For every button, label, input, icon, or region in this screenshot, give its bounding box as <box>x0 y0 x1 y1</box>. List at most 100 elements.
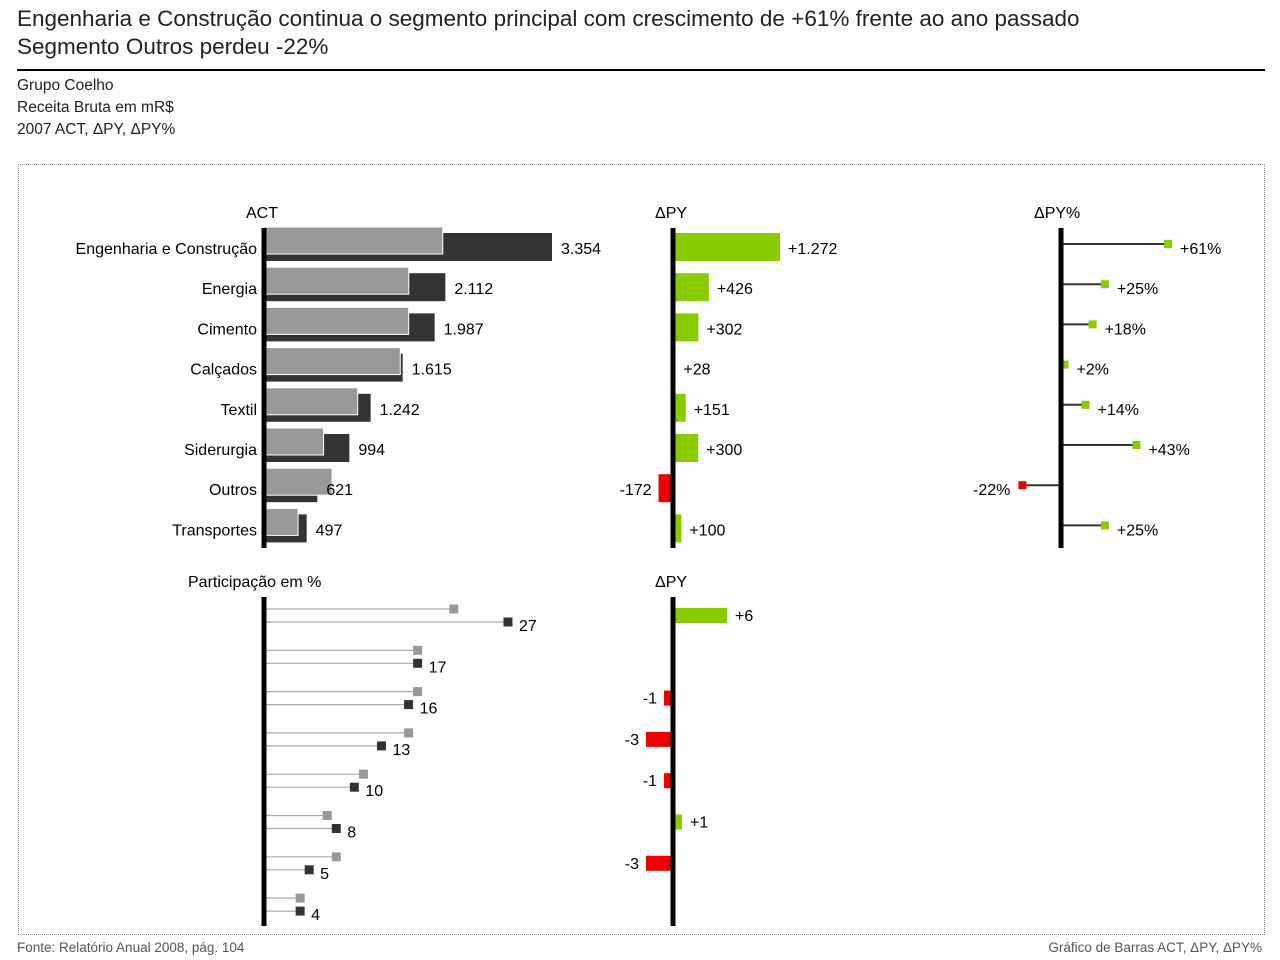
act-value-label: 497 <box>316 522 343 539</box>
act-value-label: 1.987 <box>444 321 484 338</box>
share-delta-value-label: -1 <box>643 773 657 790</box>
category-label: Siderurgia <box>184 442 257 459</box>
delta-bar <box>673 273 709 302</box>
share-value-label: 17 <box>429 659 447 676</box>
py-bar <box>263 306 410 335</box>
share-act-marker <box>349 782 359 792</box>
category-label: Engenharia e Construção <box>76 241 258 258</box>
category-label: Energia <box>202 281 257 298</box>
delta-pct-value-label: +61% <box>1180 241 1221 258</box>
scenario-label: 2007 ACT, ΔPY, ΔPY% <box>17 121 176 138</box>
delta-value-label: +151 <box>694 402 730 419</box>
share-py-marker <box>295 893 305 903</box>
delta-panel-title: ΔPY <box>655 205 687 222</box>
delta-bar <box>673 393 686 422</box>
delta-pct-panel-title: ΔPY% <box>1034 205 1080 222</box>
share-act-marker <box>331 824 341 833</box>
delta-bar <box>658 474 673 503</box>
delta-pct-marker <box>1100 521 1109 530</box>
category-label: Cimento <box>197 321 257 338</box>
delta-bar <box>673 434 699 462</box>
share-value-label: 16 <box>420 701 438 718</box>
category-label: Calçados <box>190 362 257 379</box>
py-bar <box>263 427 325 456</box>
chart-frame <box>18 164 1265 935</box>
delta-pct-marker <box>1018 481 1027 490</box>
delta-pct-marker <box>1060 360 1069 369</box>
delta-pct-value-label: +18% <box>1105 321 1146 338</box>
py-bar <box>263 266 410 295</box>
share-value-label: 5 <box>320 866 329 883</box>
share-act-marker <box>503 617 513 627</box>
act-value-label: 3.354 <box>561 241 601 258</box>
share-act-marker <box>295 906 305 916</box>
share-delta-bar <box>673 608 727 623</box>
act-value-label: 621 <box>326 482 353 499</box>
share-delta-bar <box>646 855 673 871</box>
delta-bar <box>673 233 780 261</box>
share-py-marker <box>413 645 423 655</box>
footer-source: Fonte: Relatório Anual 2008, pág. 104 <box>17 940 245 955</box>
delta-bar <box>673 313 699 342</box>
footer-chart-kind: Gráfico de Barras ACT, ΔPY, ΔPY% <box>1048 940 1262 955</box>
delta-pct-marker <box>1132 441 1141 449</box>
act-value-label: 1.615 <box>412 362 452 379</box>
share-delta-value-label: -3 <box>625 732 639 749</box>
delta-value-label: +1.272 <box>788 241 837 258</box>
share-value-label: 4 <box>311 907 320 924</box>
delta-value-label: +426 <box>717 281 753 298</box>
share-delta-value-label: -3 <box>625 856 639 873</box>
share-value-label: 13 <box>392 742 410 759</box>
category-label: Outros <box>209 482 257 499</box>
delta-bar <box>673 514 682 543</box>
delta-pct-marker <box>1164 240 1172 248</box>
title-line-1: Engenharia e Construção continua o segme… <box>17 6 1080 31</box>
py-bar <box>263 467 333 496</box>
act-value-label: 1.242 <box>380 402 420 419</box>
share-delta-value-label: -1 <box>643 691 657 708</box>
delta-pct-marker <box>1088 320 1097 329</box>
title-line-2: Segmento Outros perdeu -22% <box>17 34 329 59</box>
delta-pct-value-label: +25% <box>1117 281 1158 298</box>
delta-value-label: +100 <box>689 522 725 539</box>
delta-value-label: -172 <box>620 482 652 499</box>
share-py-marker <box>404 728 414 738</box>
category-label: Textil <box>221 402 257 419</box>
company-name: Grupo Coelho <box>17 77 114 94</box>
act-panel-title: ACT <box>246 205 278 222</box>
delta-value-label: +302 <box>706 321 742 338</box>
share-py-marker <box>358 769 368 779</box>
share-value-label: 27 <box>519 618 537 635</box>
delta-pct-value-label: -22% <box>973 482 1010 499</box>
delta-pct-marker <box>1081 400 1090 409</box>
py-bar <box>263 226 444 255</box>
share-act-marker <box>404 700 414 710</box>
share-act-marker <box>376 741 386 751</box>
share-py-marker <box>413 687 423 697</box>
share-act-marker <box>413 658 423 668</box>
delta-pct-marker <box>1100 280 1109 289</box>
delta-value-label: +28 <box>683 362 710 379</box>
py-bar <box>263 507 299 536</box>
share-delta-bar <box>664 690 673 706</box>
title-rule <box>17 69 1265 71</box>
py-bar <box>263 347 401 376</box>
share-py-marker <box>331 852 341 862</box>
share-delta-bar <box>664 773 673 789</box>
share-delta-bar <box>673 814 682 830</box>
share-py-marker <box>449 604 459 614</box>
category-label: Transportes <box>172 522 257 539</box>
share-delta-bar <box>646 731 673 747</box>
delta-pct-value-label: +43% <box>1148 442 1189 459</box>
act-value-label: 2.112 <box>454 281 493 298</box>
share-delta-value-label: +1 <box>690 815 708 832</box>
delta-pct-value-label: +14% <box>1098 402 1139 419</box>
share-delta-panel-title: ΔPY <box>655 574 687 591</box>
act-value-label: 994 <box>358 442 385 459</box>
delta-value-label: +300 <box>706 442 742 459</box>
page-title: Engenharia e Construção continua o segme… <box>17 5 1080 61</box>
share-value-label: 10 <box>365 783 383 800</box>
py-bar <box>263 387 359 416</box>
share-py-marker <box>322 811 332 820</box>
